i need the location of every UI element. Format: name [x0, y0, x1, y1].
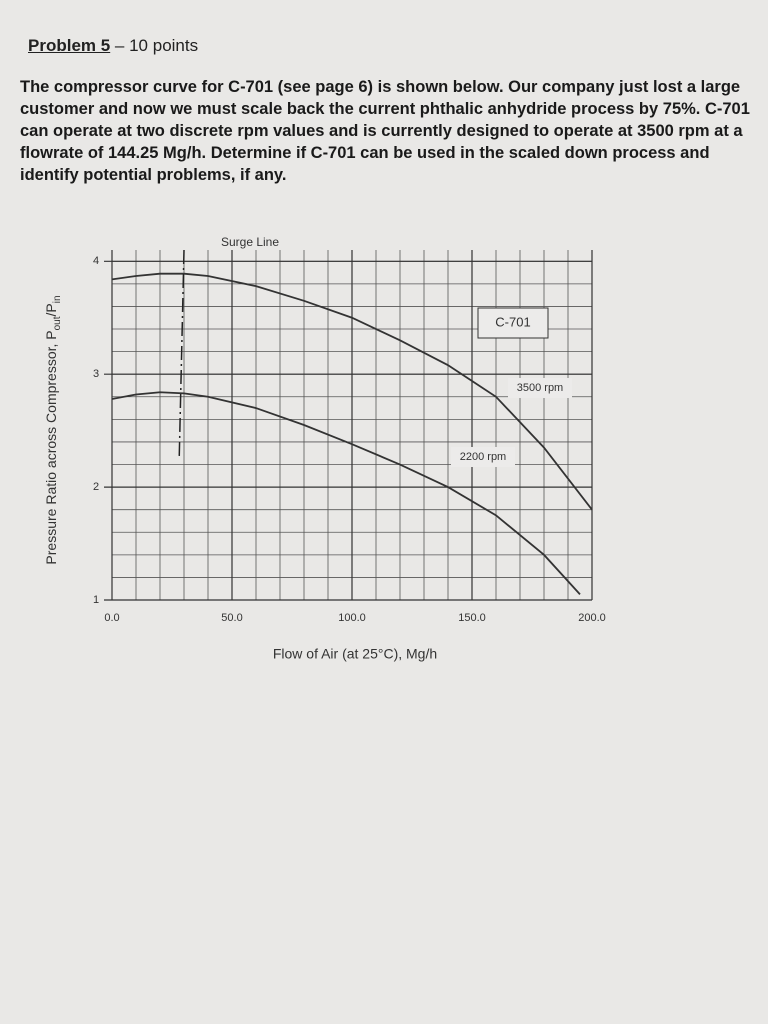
- annotation: C-701: [495, 314, 530, 329]
- y-axis-label: Pressure Ratio across Compressor, Pout/P…: [43, 295, 63, 564]
- y-label-mid: /P: [43, 303, 59, 316]
- problem-heading: Problem 5 – 10 points: [28, 36, 198, 56]
- points: – 10 points: [110, 36, 199, 55]
- series-label: 2200 rpm: [460, 451, 506, 463]
- surge-label: Surge Line: [221, 235, 279, 249]
- label-bg: [451, 447, 515, 467]
- y-label-main: Pressure Ratio across Compressor, P: [43, 330, 59, 564]
- series-line: [111, 272, 593, 511]
- y-tick-label: 2: [93, 481, 99, 493]
- chart: Pressure Ratio across Compressor, Pout/P…: [43, 235, 606, 662]
- x-axis-label: Flow of Air (at 25°C), Mg/h: [273, 646, 437, 662]
- x-tick-label: 200.0: [578, 612, 606, 624]
- series-label: 3500 rpm: [517, 382, 563, 394]
- y-tick-label: 4: [93, 255, 99, 267]
- x-tick-label: 50.0: [221, 612, 242, 624]
- y-tick-label: 3: [93, 368, 99, 380]
- x-tick-label: 100.0: [338, 612, 366, 624]
- x-tick-label: 0.0: [104, 612, 119, 624]
- heading: Problem 5: [28, 36, 111, 55]
- x-tick-label: 150.0: [458, 612, 486, 624]
- annotation-box: [477, 307, 549, 339]
- label-bg: [508, 378, 572, 398]
- series-line: [111, 391, 581, 595]
- y-label-sub: in: [52, 295, 63, 303]
- y-label-sub: out: [52, 316, 63, 330]
- problem-text: The compressor curve for C-701 (see page…: [20, 78, 750, 184]
- surge-line: [178, 249, 185, 459]
- y-tick-label: 1: [93, 594, 99, 606]
